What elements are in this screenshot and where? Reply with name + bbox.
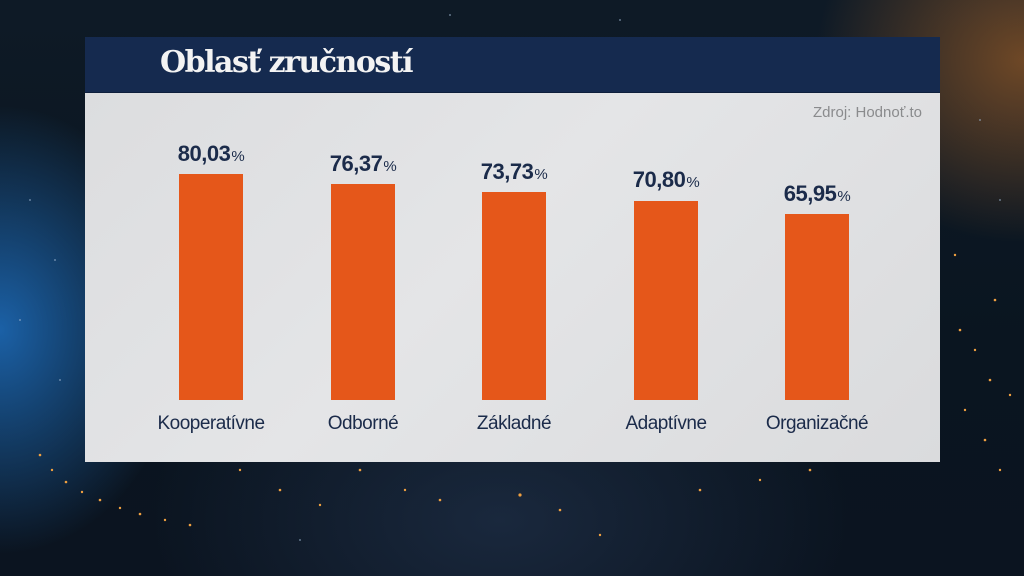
bar [634, 201, 698, 400]
value-label: 73,73% [480, 159, 548, 184]
value-label: 80,03% [177, 141, 245, 166]
category-label: Adaptívne [625, 413, 707, 434]
bar [331, 184, 395, 400]
category-label: Organizačné [765, 413, 869, 434]
chart-header: Oblasť zručností [85, 37, 940, 94]
source-label: Zdroj: Hodnoť.to [812, 104, 922, 121]
bar [785, 214, 849, 400]
value-label: 76,37% [329, 151, 397, 176]
category-label: Odborné [327, 413, 399, 434]
bar-group-odborne: 76,37% Odborné [298, 93, 428, 434]
value-label: 70,80% [632, 167, 700, 192]
chart-title: Oblasť zručností [160, 45, 414, 80]
bar [179, 174, 243, 400]
category-label: Kooperatívne [157, 413, 265, 434]
bar-group-kooperativne: 80,03% Kooperatívne [146, 93, 276, 434]
value-label: 65,95% [783, 181, 851, 206]
bar-group-zakladne: 73,73% Základné [449, 93, 579, 434]
category-label: Základné [476, 413, 552, 434]
bar-group-organizacne: 65,95% Organizačné [752, 93, 882, 434]
bar-group-adaptivne: 70,80% Adaptívne [601, 93, 731, 434]
chart-panel: Zdroj: Hodnoť.to 80,03% Kooperatívne 76,… [85, 93, 940, 462]
bar [482, 192, 546, 400]
